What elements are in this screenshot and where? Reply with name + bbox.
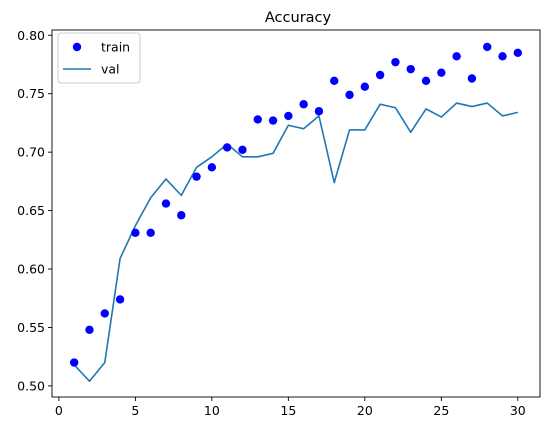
plot-area	[69, 42, 523, 383]
y-tick-label: 0.80	[17, 28, 45, 43]
train-point	[161, 199, 171, 208]
train-point	[115, 295, 125, 304]
train-point	[253, 115, 262, 124]
x-tick-label: 15	[280, 403, 296, 418]
train-point	[85, 325, 94, 334]
train-point	[177, 211, 186, 220]
x-tick-label: 10	[204, 403, 220, 418]
legend-train-label: train	[101, 40, 130, 55]
x-tick-label: 20	[357, 403, 373, 418]
train-point	[513, 48, 523, 57]
x-tick-label: 25	[433, 403, 449, 418]
val-series-line	[73, 102, 518, 383]
train-point	[222, 143, 232, 152]
train-point	[406, 64, 415, 74]
train-point	[391, 57, 400, 67]
y-tick-label: 0.70	[17, 145, 45, 160]
train-point	[100, 309, 109, 318]
train-point	[483, 42, 492, 52]
plot-frame	[51, 29, 541, 398]
train-point	[421, 76, 431, 86]
train-point	[437, 68, 446, 77]
chart-title: Accuracy	[265, 10, 332, 26]
train-point	[314, 107, 324, 116]
axes: 0 5 10 15 20 25 30 0.50 0.55 0.60 0.65 0.70 0.75 0.80	[17, 28, 541, 418]
y-tick-label: 0.55	[17, 320, 45, 335]
train-point	[467, 74, 477, 83]
train-point	[238, 145, 247, 154]
train-point	[299, 100, 308, 109]
train-point	[131, 228, 140, 237]
y-tick-label: 0.65	[17, 203, 45, 218]
train-point	[498, 52, 507, 61]
train-point	[345, 90, 354, 100]
train-point	[207, 163, 217, 172]
train-point	[69, 358, 79, 367]
legend-val-label: val	[101, 62, 120, 77]
x-tick-label: 0	[55, 403, 63, 418]
train-point	[375, 70, 385, 80]
x-tick-label: 5	[131, 403, 139, 418]
y-tick-label: 0.60	[17, 262, 45, 277]
train-point	[192, 172, 201, 181]
legend-train-marker	[72, 42, 82, 52]
train-point	[452, 52, 461, 61]
legend: train val	[57, 32, 141, 84]
train-point	[330, 76, 339, 86]
y-tick-label: 0.50	[17, 378, 45, 393]
train-point	[284, 111, 293, 121]
train-point	[268, 116, 278, 125]
y-tick-label: 0.75	[17, 86, 45, 101]
train-point	[360, 82, 370, 91]
train-point	[146, 228, 155, 237]
x-tick-label: 30	[510, 403, 526, 418]
